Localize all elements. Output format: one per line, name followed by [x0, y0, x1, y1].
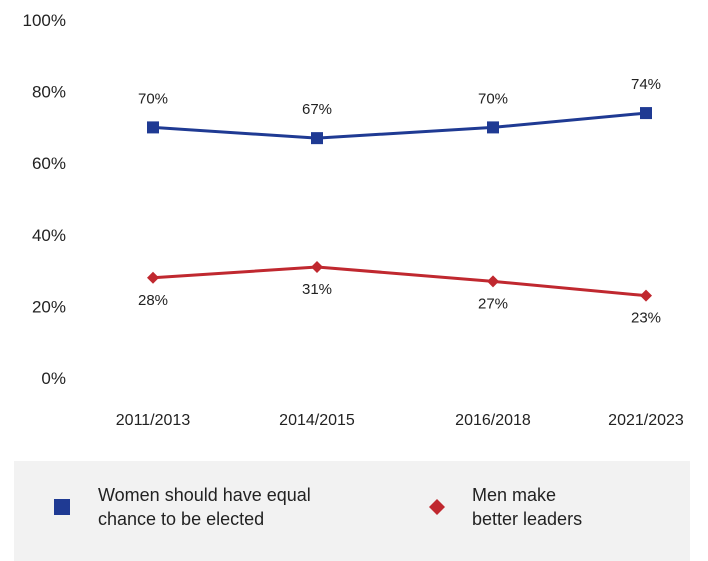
diamond-data-point: [311, 261, 323, 274]
x-tick-label: 2021/2023: [608, 412, 684, 429]
legend-item-men: Men make better leaders: [428, 483, 582, 531]
series-line: [152, 265, 647, 298]
y-axis-ticks: 0% 20% 40% 60% 80% 100%: [23, 11, 66, 388]
y-tick-label: 100%: [23, 11, 66, 30]
series-women-equal-chance: 70% 67% 70% 74%: [138, 76, 661, 145]
y-tick-label: 20%: [32, 297, 66, 316]
x-tick-label: 2014/2015: [279, 412, 355, 429]
diamond-data-point: [640, 289, 652, 302]
legend-item-women: Women should have equal chance to be ele…: [54, 483, 311, 531]
data-label: 67%: [302, 101, 332, 118]
series-line: [152, 111, 647, 140]
y-tick-label: 60%: [32, 154, 66, 173]
data-label: 27%: [478, 295, 508, 312]
diamond-data-point: [487, 275, 499, 288]
legend: Women should have equal chance to be ele…: [14, 461, 690, 561]
legend-label-men: Men make better leaders: [472, 485, 583, 529]
data-label: 74%: [631, 76, 661, 93]
square-data-point: [311, 132, 323, 145]
diamond-data-point: [147, 271, 159, 284]
y-tick-label: 40%: [32, 226, 66, 245]
data-label: 28%: [138, 292, 168, 309]
y-tick-label: 0%: [41, 369, 66, 388]
series-layer: 70% 67% 70% 74% 28% 31% 27% 23%: [138, 76, 661, 327]
x-tick-label: 2011/2013: [116, 412, 191, 429]
data-label: 70%: [138, 90, 168, 107]
data-label: 23%: [631, 310, 661, 327]
data-label: 31%: [302, 281, 332, 298]
square-data-point: [640, 107, 652, 120]
legend-label-women: Women should have equal chance to be ele…: [98, 485, 311, 529]
data-label: 70%: [478, 90, 508, 107]
line-chart: 0%20%40%60%80%100% 2011/2013 2014/2015 201…: [23, 11, 684, 429]
y-tick-label: 80%: [32, 83, 66, 102]
x-tick-label: 2016/2018: [455, 412, 531, 429]
square-marker-icon: [54, 499, 70, 515]
x-axis-ticks: 2011/2013 2014/2015 2016/2018 2021/2023: [116, 412, 684, 429]
square-data-point: [147, 121, 159, 134]
diamond-marker-icon: [429, 499, 445, 515]
square-data-point: [487, 121, 499, 134]
series-men-better-leaders: 28% 31% 27% 23%: [138, 261, 661, 327]
